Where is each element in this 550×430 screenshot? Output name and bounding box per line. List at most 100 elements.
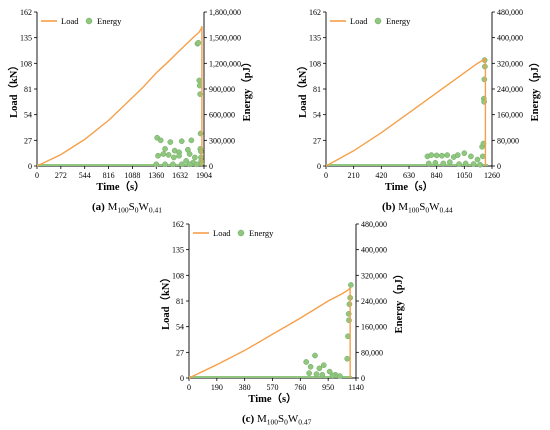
chart-1: 0 210 420 630 840 1050 12600275481108135162080…	[296, 8, 541, 215]
x-tick-label: 420	[375, 171, 387, 180]
y2-tick-label: 0	[361, 374, 365, 383]
energy-point	[197, 148, 204, 155]
caption-subscript: 0	[425, 206, 429, 215]
load-line	[188, 287, 351, 379]
energy-point	[446, 159, 453, 165]
y-tick-label: 135	[309, 34, 321, 43]
y-tick-label: 0	[180, 374, 184, 383]
y2-tick-label: 480,000	[497, 8, 523, 17]
caption-text: S	[278, 413, 284, 425]
energy-point	[425, 160, 432, 167]
x-tick-label: 816	[103, 171, 115, 180]
x-axis-label: Time（s）	[96, 180, 144, 193]
energy-point	[444, 152, 451, 158]
energy-point	[183, 158, 189, 164]
y-axis-label: Load（kN）	[159, 272, 172, 330]
y2-tick-label: 80,000	[497, 136, 519, 145]
energy-point	[307, 363, 314, 370]
energy-point	[306, 370, 312, 377]
caption-subscript: 0.44	[440, 206, 453, 215]
legend-energy-swatch	[237, 229, 245, 237]
y2-tick-label: 320,000	[361, 271, 387, 280]
caption-text: M	[398, 201, 408, 213]
energy-point	[162, 146, 168, 152]
y-tick-label: 81	[24, 85, 32, 94]
x-axis-label: Time（s）	[248, 392, 296, 405]
chart-2: 0 190 380 570 760 950 11400275481108135162080,…	[159, 220, 405, 427]
x-tick-label: 0	[324, 171, 328, 180]
y2-tick-label: 900,000	[209, 85, 235, 94]
chart-caption: (b) M100S0W0.44	[382, 201, 453, 215]
y-axis-label: Load（kN）	[296, 60, 309, 118]
y2-tick-label: 400,000	[361, 246, 387, 255]
energy-point	[192, 154, 198, 161]
caption-text: S	[419, 201, 425, 213]
y2-tick-label: 160,000	[497, 111, 523, 120]
x-tick-label: 1260	[484, 171, 500, 180]
legend-energy-label: Energy	[97, 16, 122, 26]
y-tick-label: 0	[317, 162, 321, 171]
energy-point	[186, 151, 193, 157]
x-tick-label: 1140	[348, 383, 364, 392]
legend-energy-label: Energy	[386, 16, 411, 26]
caption-text: (b)	[382, 201, 398, 213]
energy-point	[454, 152, 461, 158]
energy-point	[303, 359, 310, 365]
energy-point	[462, 160, 469, 167]
chart-0: 0 272 544 816 1088 1360 1632 190402754811081351…	[7, 8, 253, 215]
x-tick-label: 840	[431, 171, 443, 180]
caption-text: S	[129, 201, 135, 213]
y2-tick-label: 1,800,000	[209, 8, 241, 17]
energy-point	[326, 368, 333, 375]
y-tick-label: 27	[24, 136, 32, 145]
chart-caption: (a) M100S0W0.41	[92, 201, 162, 215]
x-tick-label: 1088	[124, 171, 140, 180]
energy-point	[160, 151, 167, 157]
x-tick-label: 760	[294, 383, 306, 392]
energy-point	[316, 365, 323, 372]
caption-subscript: 100	[267, 418, 279, 427]
energy-point	[195, 39, 202, 46]
load-line	[36, 26, 203, 167]
energy-point	[481, 76, 488, 83]
caption-text: M	[108, 201, 118, 213]
energy-point	[153, 161, 160, 168]
caption-text: W	[288, 413, 299, 425]
y-tick-label: 108	[20, 59, 32, 68]
y-tick-label: 27	[176, 348, 184, 357]
y2-tick-label: 0	[497, 162, 501, 171]
energy-point	[167, 139, 174, 145]
x-tick-label: 544	[79, 171, 91, 180]
energy-point	[178, 161, 185, 168]
caption-text: (a)	[92, 201, 108, 213]
energy-point	[477, 161, 483, 168]
caption-subscript: 0.47	[298, 418, 311, 427]
energy-point	[186, 161, 193, 168]
energy-point	[312, 352, 318, 359]
energy-point	[329, 372, 336, 379]
load-line	[325, 58, 486, 167]
energy-point	[176, 152, 182, 159]
energy-point	[468, 153, 474, 160]
y-tick-label: 135	[172, 246, 184, 255]
x-tick-label: 1050	[456, 171, 472, 180]
x-tick-label: 570	[267, 383, 279, 392]
energy-point	[155, 152, 161, 159]
energy-point	[432, 159, 439, 166]
x-tick-label: 0	[187, 383, 191, 392]
energy-point	[193, 161, 200, 168]
energy-point	[348, 282, 354, 288]
y2-axis-label: Energy（pJ）	[528, 57, 541, 122]
legend-energy-swatch	[85, 17, 93, 25]
energy-point	[178, 138, 185, 145]
energy-point	[440, 160, 447, 167]
legend-load-label: Load	[61, 16, 79, 26]
energy-point	[313, 371, 320, 377]
y2-tick-label: 240,000	[361, 297, 387, 306]
x-tick-label: 1632	[172, 171, 188, 180]
y-tick-label: 81	[176, 297, 184, 306]
x-tick-label: 272	[55, 171, 67, 180]
caption-subscript: 100	[117, 206, 129, 215]
y-tick-label: 135	[20, 34, 32, 43]
